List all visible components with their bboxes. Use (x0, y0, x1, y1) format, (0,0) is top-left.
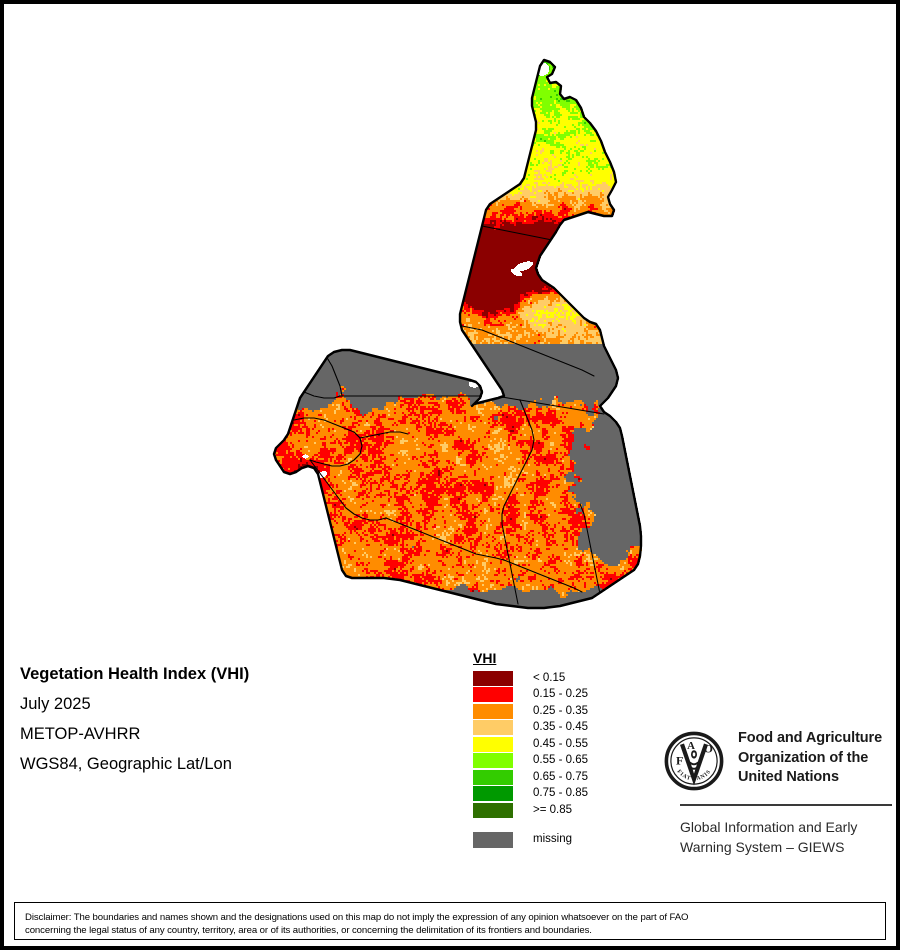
legend-item: 0.45 - 0.55 (473, 736, 643, 753)
legend-item: 0.65 - 0.75 (473, 769, 643, 786)
svg-text:F: F (676, 754, 683, 768)
legend-label-5: 0.55 - 0.65 (533, 754, 588, 767)
legend-swatch-missing (473, 831, 513, 848)
legend-label-2: 0.25 - 0.35 (533, 704, 588, 717)
legend-item-missing: missing (473, 831, 643, 849)
legend-item: 0.75 - 0.85 (473, 786, 643, 803)
legend-swatch-2 (473, 703, 513, 719)
legend-label-0: < 0.15 (533, 671, 566, 684)
disclaimer-box: Disclaimer: The boundaries and names sho… (14, 902, 886, 940)
fao-branding-block: F A O FIAT PANIS Food and Agriculture Or… (664, 729, 896, 857)
giews-line-1: Global Information and Early (680, 819, 858, 835)
svg-text:A: A (687, 740, 695, 752)
legend-item: 0.35 - 0.45 (473, 720, 643, 737)
legend-label-8: >= 0.85 (533, 803, 573, 816)
legend-label-missing: missing (533, 833, 572, 846)
legend-swatch-3 (473, 720, 513, 736)
legend-item: < 0.15 (473, 670, 643, 687)
info-period: July 2025 (20, 695, 91, 713)
legend-label-3: 0.35 - 0.45 (533, 721, 588, 734)
fao-emblem-icon: F A O FIAT PANIS (664, 731, 724, 791)
legend-swatch-7 (473, 786, 513, 802)
info-projection: WGS84, Geographic Lat/Lon (20, 755, 232, 773)
map-legend: VHI < 0.15 0.15 - 0.25 0.25 - 0.35 0.35 … (473, 650, 643, 848)
legend-swatch-4 (473, 736, 513, 752)
legend-swatch-8 (473, 802, 513, 818)
giews-unit-name: Global Information and Early Warning Sys… (680, 817, 896, 857)
svg-text:O: O (704, 742, 713, 756)
info-indicator: Vegetation Health Index (VHI) (20, 665, 250, 683)
vhi-choropleth-map[interactable] (4, 4, 896, 644)
fao-organization-name: Food and Agriculture Organization of the… (738, 729, 882, 788)
legend-label-4: 0.45 - 0.55 (533, 737, 588, 750)
legend-swatch-6 (473, 769, 513, 785)
map-viewport[interactable] (4, 4, 896, 644)
info-sensor: METOP-AVHRR (20, 725, 141, 743)
disclaimer-line-1: Disclaimer: The boundaries and names sho… (25, 912, 689, 923)
map-info-block: Vegetation Health Index (VHI) July 2025 … (20, 659, 440, 779)
legend-swatch-1 (473, 687, 513, 703)
fao-org-line-1: Food and Agriculture (738, 730, 883, 746)
legend-item: 0.15 - 0.25 (473, 687, 643, 704)
fao-org-line-3: United Nations (738, 769, 839, 785)
disclaimer-line-2: concerning the legal status of any count… (25, 925, 592, 936)
legend-label-6: 0.65 - 0.75 (533, 770, 588, 783)
legend-label-7: 0.75 - 0.85 (533, 787, 588, 800)
legend-item: 0.25 - 0.35 (473, 703, 643, 720)
legend-swatch-5 (473, 753, 513, 769)
legend-item: 0.55 - 0.65 (473, 753, 643, 770)
giews-line-2: Warning System – GIEWS (680, 839, 845, 855)
legend-item: >= 0.85 (473, 802, 643, 819)
legend-swatch-0 (473, 670, 513, 686)
fao-org-line-2: Organization of the (738, 749, 869, 766)
legend-label-1: 0.15 - 0.25 (533, 688, 588, 701)
legend-title: VHI (473, 650, 497, 666)
fao-divider (680, 804, 892, 806)
